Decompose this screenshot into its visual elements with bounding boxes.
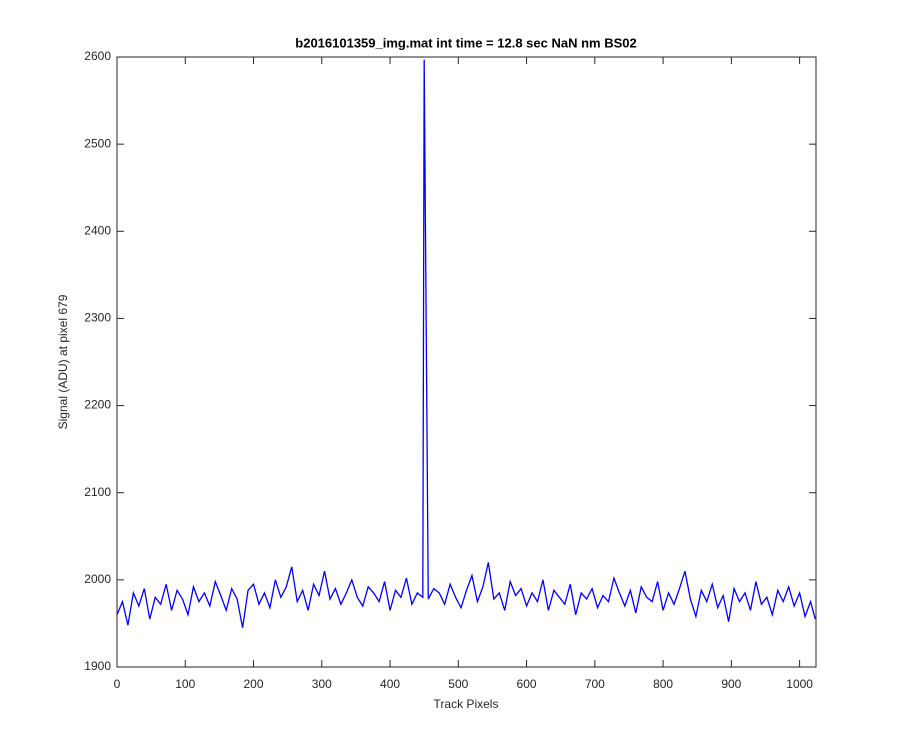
x-tick-label: 1000: [786, 677, 813, 691]
y-tick-label: 1900: [84, 659, 111, 673]
x-tick-label: 300: [312, 677, 332, 691]
y-tick-label: 2300: [84, 311, 111, 325]
x-tick-label: 400: [380, 677, 400, 691]
axes-box: [116, 56, 817, 668]
x-tick-label: 200: [244, 677, 264, 691]
x-tick-label: 100: [175, 677, 195, 691]
y-tick-label: 2000: [84, 572, 111, 586]
y-tick-label: 2100: [84, 485, 111, 499]
y-tick-label: 2600: [84, 49, 111, 63]
y-axis-label: Signal (ADU) at pixel 679: [56, 294, 70, 429]
x-tick-label: 500: [448, 677, 468, 691]
x-tick-label: 900: [721, 677, 741, 691]
data-line: [116, 59, 816, 628]
x-axis-label: Track Pixels: [434, 697, 499, 711]
y-tick-label: 2200: [84, 398, 111, 412]
y-tick-label: 2400: [84, 223, 111, 237]
x-tick-label: 600: [517, 677, 537, 691]
x-tick-label: 800: [653, 677, 673, 691]
x-tick-label: 0: [114, 677, 121, 691]
y-tick-label: 2500: [84, 136, 111, 150]
x-tick-label: 700: [585, 677, 605, 691]
chart-title: b2016101359_img.mat int time = 12.8 sec …: [295, 35, 636, 50]
